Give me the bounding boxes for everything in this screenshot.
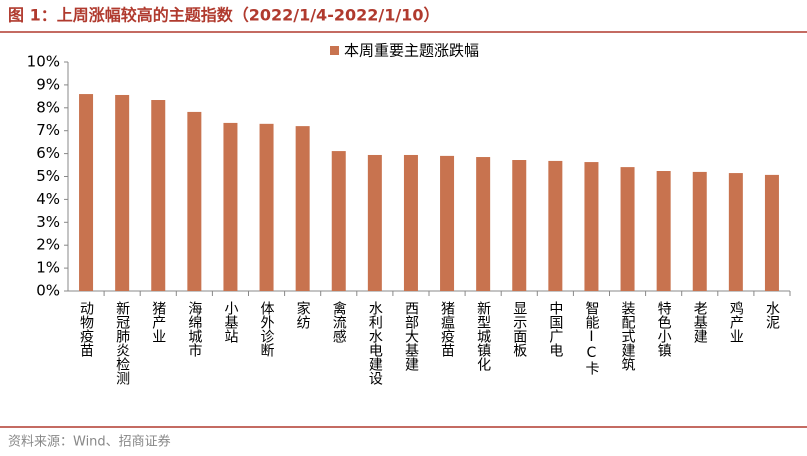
x-tick-label: 海绵城市: [186, 301, 202, 357]
bar: [403, 154, 418, 291]
legend-label: 本周重要主题涨跌幅: [344, 42, 479, 60]
x-tick-label: 中国广电: [547, 301, 563, 357]
x-tick-label: 动物疫苗: [78, 301, 94, 357]
y-tick-label: 2%: [36, 236, 60, 254]
bar: [223, 122, 238, 291]
y-tick-label: 3%: [36, 213, 60, 231]
x-tick-label: 禽流感: [331, 300, 347, 343]
y-tick-label: 9%: [36, 75, 60, 93]
bar: [259, 123, 274, 291]
x-tick-label: 猪瘟疫苗: [439, 301, 455, 357]
x-tick-label: 水利水电建设: [367, 301, 383, 385]
x-tick-label: 西部大基建: [403, 301, 419, 372]
bar: [512, 160, 527, 291]
bar: [331, 151, 346, 291]
x-tick-label: 鸡产业: [728, 300, 744, 343]
x-tick-label: 装配式建筑: [620, 301, 636, 372]
bar: [656, 171, 671, 291]
y-tick-label: 8%: [36, 98, 60, 116]
x-tick-label: 家纺: [295, 300, 311, 330]
x-tick-label: 小基站: [222, 301, 238, 343]
x-tick-label: 显示面板: [511, 301, 527, 357]
y-tick-label: 10%: [27, 53, 60, 71]
x-tick-label: 水泥: [764, 301, 780, 330]
x-tick-label: 猪产业: [150, 301, 166, 343]
bar: [295, 126, 310, 292]
bar: [440, 155, 455, 291]
bar: [151, 100, 166, 291]
bar: [764, 174, 779, 291]
bar: [584, 162, 599, 291]
x-tick-label: 新型城镇化: [475, 301, 491, 372]
y-tick-label: 1%: [36, 259, 60, 277]
bar: [115, 94, 130, 291]
y-tick-label: 4%: [36, 190, 60, 208]
bar: [620, 167, 635, 291]
bar: [476, 157, 491, 291]
x-tick-label: 体外诊断: [259, 301, 275, 357]
y-tick-label: 0%: [36, 282, 60, 300]
bar: [548, 160, 563, 291]
x-tick-label: 智能IC卡: [583, 301, 599, 375]
source-note: 资料来源：Wind、招商证券: [8, 434, 171, 450]
bar: [728, 173, 743, 291]
x-tick-label: 老基建: [692, 301, 708, 344]
y-tick-label: 5%: [36, 167, 60, 185]
y-tick-label: 7%: [36, 121, 60, 139]
x-tick-label: 新冠肺炎检测: [114, 301, 130, 385]
bar: [367, 154, 382, 291]
bar: [79, 94, 94, 291]
bar: [187, 111, 202, 291]
x-tick-label: 特色小镇: [656, 301, 672, 357]
bar: [692, 171, 707, 291]
y-tick-label: 6%: [36, 144, 60, 162]
chart-title: 图 1：上周涨幅较高的主题指数（2022/1/4-2022/1/10）: [8, 6, 439, 25]
legend-swatch: [330, 46, 339, 55]
